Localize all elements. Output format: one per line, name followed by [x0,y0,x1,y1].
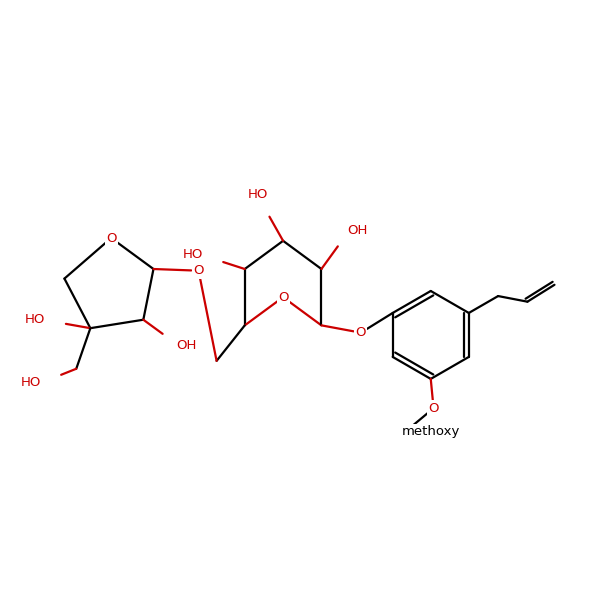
Text: OH: OH [176,339,197,352]
Text: O: O [278,290,289,304]
Text: O: O [356,326,366,339]
Text: HO: HO [183,248,203,261]
Text: O: O [428,402,439,415]
Text: O: O [193,264,204,277]
Text: HO: HO [21,376,41,389]
Text: HO: HO [248,188,268,201]
Text: HO: HO [25,313,46,326]
Text: OH: OH [347,224,368,237]
Text: O: O [106,232,116,245]
Text: methoxy: methoxy [401,425,460,439]
